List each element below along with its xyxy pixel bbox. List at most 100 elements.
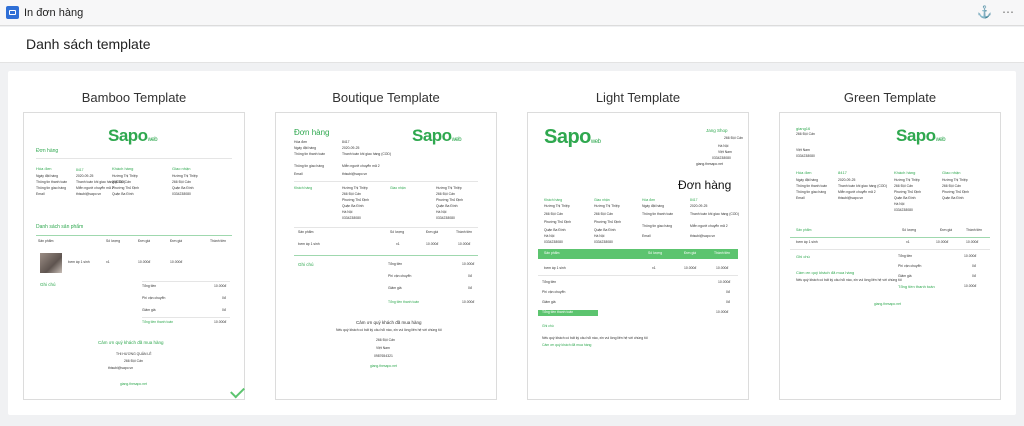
preview-text: 10.000đ: [966, 240, 979, 244]
grand-total-bar: [538, 310, 598, 316]
preview-text: 10.000đ: [426, 242, 439, 246]
preview-text: x1: [396, 242, 400, 246]
preview-text: Email: [796, 196, 805, 200]
preview-text: Miễn người chuyển mã 2: [690, 224, 728, 228]
preview-text: Hóa đơn: [642, 198, 656, 202]
divider: [538, 275, 738, 276]
template-preview[interactable]: giang16 266 Đội Cấn Việt Nam 0334238080 …: [779, 112, 1001, 400]
preview-text: Quận Ba Đình: [436, 204, 458, 208]
preview-text: giang.thesapo.net: [874, 302, 901, 306]
preview-text: x1: [106, 260, 110, 264]
preview-text: Đơn giá: [426, 230, 439, 234]
preview-text: 266 Đội Cấn: [894, 184, 913, 188]
preview-text: Số lượng: [390, 230, 405, 234]
preview-text: Số lượng: [902, 228, 917, 232]
preview-text: Giao nhận: [390, 186, 406, 190]
preview-text: Danh sách sản phẩm: [36, 224, 84, 230]
preview-text: 0đ: [468, 286, 472, 290]
divider: [294, 181, 478, 182]
preview-text: Tổng tiền thanh toán: [388, 300, 420, 304]
preview-text: Quận Ba Đình: [172, 186, 194, 190]
sapo-logo: Sapoweb: [544, 126, 601, 148]
preview-text: 0334238080: [544, 240, 563, 244]
preview-text: Sản phẩm: [544, 251, 560, 255]
preview-text: 0334238080: [796, 154, 815, 158]
preview-text: Giảm giá: [142, 308, 156, 312]
preview-text: Quận Ba Đình: [544, 228, 566, 232]
preview-text: Phường Thủ Định: [112, 186, 140, 190]
sapo-logo: Sapoweb: [896, 126, 946, 145]
divider: [142, 317, 230, 318]
preview-text: THI HƯƠNG QUẢN LÊ: [116, 352, 152, 356]
preview-text: 8417: [838, 170, 847, 175]
preview-text: 0334238080: [712, 156, 731, 160]
title-bar: In đơn hàng ⚓ ⋯: [0, 0, 1024, 26]
preview-text: Email: [294, 172, 303, 176]
preview-text: thisubi@sapo.vn: [76, 192, 102, 196]
app-icon: [6, 6, 19, 19]
template-preview[interactable]: Sapoweb Đơn hàng Hóa đơn Khách hàng Giao…: [23, 112, 245, 400]
preview-text: 266 Đội Cấn: [376, 338, 395, 342]
preview-text: 0đ: [972, 264, 976, 268]
preview-text: 10.000đ: [936, 240, 949, 244]
preview-text: Quận Ba Đình: [594, 228, 616, 232]
preview-text: Đơn giá: [684, 251, 697, 255]
preview-text: Nếu quý khách có bất kỳ câu hỏi nào, xin…: [542, 336, 648, 340]
preview-text: Hướng Thị Thiệp: [172, 174, 198, 178]
preview-text: Thông tin giao hàng: [294, 164, 324, 168]
preview-text: Đơn hàng: [294, 128, 330, 137]
divider: [36, 158, 232, 159]
preview-text: giang16: [796, 126, 811, 131]
preview-text: Phường Thủ Định: [942, 190, 970, 194]
preview-text: 0334238080: [594, 240, 613, 244]
template-preview[interactable]: Đơn hàng Sapoweb Hóa đơn 8417 Ngày đặt h…: [275, 112, 497, 400]
preview-text: Thông tin giao hàng: [796, 190, 826, 194]
sapo-logo: Sapoweb: [412, 126, 462, 145]
preview-text: Jang Shop: [706, 128, 728, 133]
preview-text: Ngày đặt hàng: [642, 204, 665, 208]
preview-text: Quận Ba Đình: [894, 196, 916, 200]
preview-text: 0đ: [468, 274, 472, 278]
preview-text: 266 Đội Cấn: [172, 180, 191, 184]
preview-text: 266 Đội Cấn: [112, 180, 131, 184]
preview-text: 0đ: [222, 296, 226, 300]
preview-text: Ngày đặt hàng: [36, 174, 59, 178]
preview-text: 10.000đ: [458, 242, 471, 246]
preview-text: Ngày đặt hàng: [796, 178, 819, 182]
preview-text: 2020-09-25: [690, 204, 708, 208]
preview-text: Miễn người chuyển mã 2: [76, 186, 114, 190]
preview-text: 0334238080: [436, 216, 455, 220]
preview-text: Giao nhận: [942, 170, 961, 175]
preview-text: 8417: [690, 198, 698, 202]
preview-text: Thanh toán khi giao hàng (COD): [838, 184, 888, 188]
preview-text: 10.000đ: [684, 266, 697, 270]
preview-text: Tổng tiền: [142, 284, 157, 288]
preview-text: Tổng tiền: [898, 254, 913, 258]
preview-text: 0đ: [726, 300, 730, 304]
preview-text: Việt Nam: [796, 148, 810, 152]
preview-text: Nếu quý khách có bất kỳ câu hỏi nào, xin…: [796, 278, 902, 282]
preview-text: Cảm ơn quý khách đã mua hàng: [356, 320, 422, 325]
preview-text: Hà Nội: [436, 210, 447, 214]
sapo-logo: Sapoweb: [108, 126, 158, 145]
preview-text: Giảm giá: [542, 300, 556, 304]
preview-text: 10.000đ: [462, 262, 475, 266]
template-preview[interactable]: Sapoweb Jang Shop 266 Đội Cấn Hà Nội Việ…: [527, 112, 749, 400]
preview-text: Thanh toán khi giao hàng (COD): [690, 212, 740, 216]
preview-text: Quận Ba Đình: [942, 196, 964, 200]
preview-text: bơm áp 1 sinh: [68, 260, 90, 264]
preview-text: 10.000đ: [138, 260, 151, 264]
preview-text: thisubi@sapo.vn: [342, 172, 368, 176]
preview-text: 266 Đội Cấn: [594, 212, 613, 216]
pin-icon[interactable]: ⚓: [977, 5, 992, 19]
preview-text: Việt Nam: [718, 150, 732, 154]
more-icon[interactable]: ⋯: [1002, 5, 1014, 19]
preview-text: 10.000đ: [716, 266, 729, 270]
preview-text: 266 Đội Cấn: [796, 132, 815, 136]
preview-text: 8417: [342, 140, 350, 144]
preview-text: Thông tin thanh toán: [642, 212, 674, 216]
template-name: Green Template: [843, 90, 937, 105]
preview-text: Giảm giá: [898, 274, 912, 278]
preview-text: 2020-09-25: [838, 178, 856, 182]
preview-text: thisubi@sapo.vn: [690, 234, 716, 238]
